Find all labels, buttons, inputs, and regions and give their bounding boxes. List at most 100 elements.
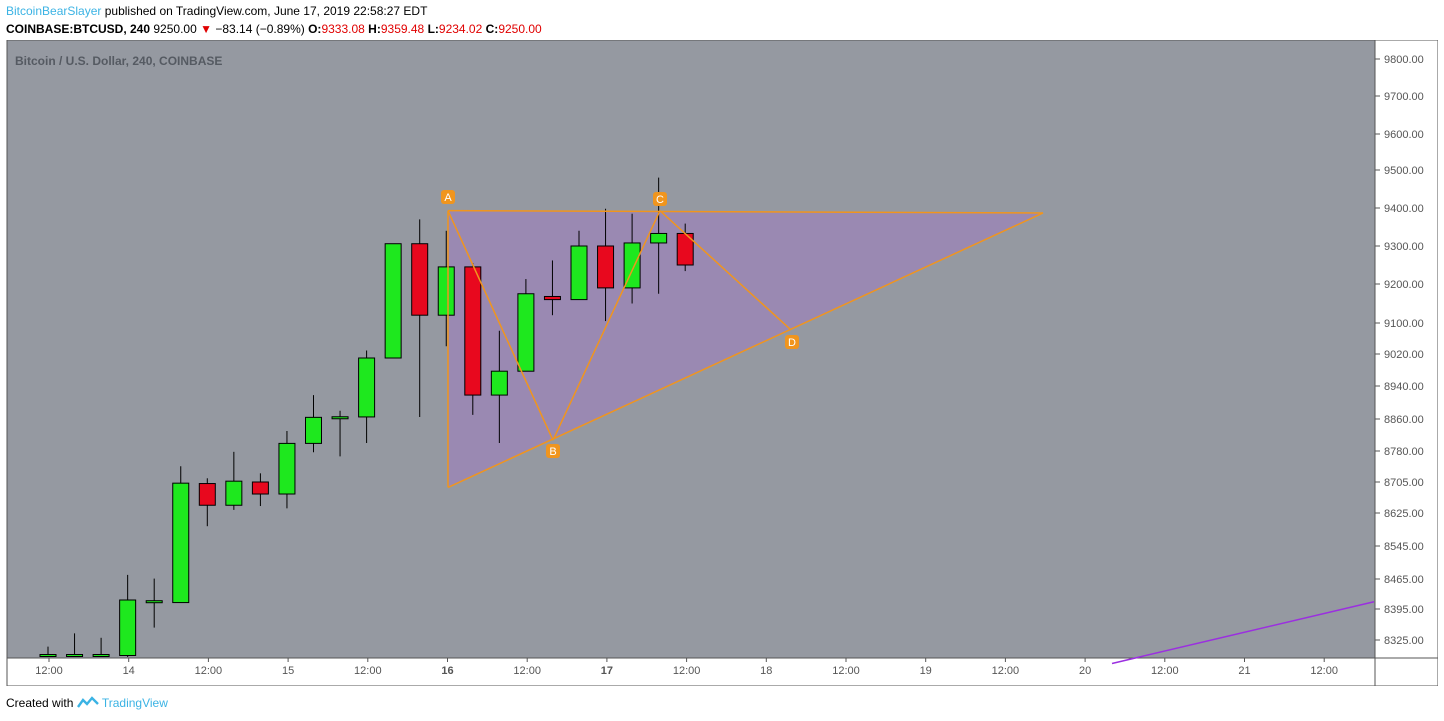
trend-line [1111, 600, 1375, 665]
time-tick-label: 14 [123, 665, 135, 677]
price-tick-label: 8705.00 [1384, 477, 1424, 489]
time-tick-label: 20 [1079, 665, 1091, 677]
low-label: L: [427, 22, 439, 36]
candle [358, 350, 376, 443]
price-tick-label: 8940.00 [1384, 381, 1424, 393]
candle [623, 213, 641, 304]
price-tick-label: 9020.00 [1384, 349, 1424, 361]
down-arrow-icon: ▼ [200, 22, 212, 36]
price-tick-label: 9600.00 [1384, 129, 1424, 141]
candle-body [278, 442, 296, 495]
price-tick-label: 8325.00 [1384, 635, 1424, 647]
time-tick-label: 16 [441, 665, 453, 677]
symbol-label: COINBASE:BTCUSD, 240 [6, 22, 151, 36]
candle-body [650, 232, 668, 244]
pattern-lower-line [447, 212, 1044, 489]
time-tick-label: 12:00 [195, 665, 223, 677]
label-badge [441, 190, 455, 204]
candle-body [172, 482, 190, 604]
open-value: 9333.08 [321, 22, 365, 36]
candle [172, 466, 190, 604]
candle-body [358, 357, 376, 418]
candle [251, 473, 269, 507]
price-change: −83.14 (−0.89%) [215, 22, 305, 36]
candle-body [305, 416, 322, 444]
candle [437, 230, 455, 347]
pattern-point-label: B [546, 444, 560, 458]
chart-border [6, 40, 1438, 686]
pattern-leg-bc [552, 210, 661, 441]
time-axis[interactable] [7, 658, 1375, 686]
price-tick-label: 9800.00 [1384, 54, 1424, 66]
time-tick-label: 12:00 [832, 665, 860, 677]
label-badge [653, 192, 667, 206]
low-value: 9234.02 [438, 22, 483, 36]
time-tick-label: 12:00 [354, 665, 382, 677]
candle [490, 330, 508, 443]
candle [543, 260, 561, 316]
time-tick-label: 12:00 [513, 665, 541, 677]
candle [66, 633, 84, 657]
price-tick-label: 8395.00 [1384, 604, 1424, 616]
candle [331, 410, 349, 457]
candle-body [570, 245, 588, 301]
price-chart[interactable]: Bitcoin / U.S. Dollar, 240, COINBASE A B C… [0, 40, 1438, 686]
pattern-upper-line [447, 209, 1044, 214]
label-text: B [549, 446, 556, 458]
created-with-text: Created with [6, 696, 74, 710]
price-tick-label: 9100.00 [1384, 318, 1424, 330]
tradingview-link[interactable]: TradingView [101, 696, 168, 710]
candle [570, 230, 588, 301]
high-value: 9359.48 [380, 22, 425, 36]
close-value: 9250.00 [498, 22, 542, 36]
candle-body [597, 245, 615, 289]
candle [119, 574, 137, 657]
tradingview-logo-icon [76, 696, 99, 708]
time-tick-label: 21 [1238, 665, 1250, 677]
time-tick-label: 15 [282, 665, 294, 677]
candle-body [411, 243, 429, 316]
candle [305, 395, 322, 453]
time-tick-label: 12:00 [673, 665, 701, 677]
time-tick-label: 12:00 [1310, 665, 1338, 677]
ohlc-legend: COINBASE:BTCUSD, 240 9250.00 ▼ −83.14 (−… [6, 22, 542, 36]
price-tick-label: 9700.00 [1384, 91, 1424, 103]
price-tick-label: 9200.00 [1384, 279, 1424, 291]
candle [39, 646, 57, 657]
candle-body [437, 266, 455, 316]
price-tick-label: 9400.00 [1384, 203, 1424, 215]
close-label: C: [485, 22, 499, 36]
price-tick-label: 9500.00 [1384, 165, 1424, 177]
label-text: A [444, 192, 452, 204]
candle [92, 637, 110, 657]
footer: Created with TradingView [6, 696, 168, 710]
candle-body [384, 243, 402, 359]
time-tick-label: 12:00 [1151, 665, 1179, 677]
candle-body [225, 480, 243, 506]
price-tick-label: 8465.00 [1384, 574, 1424, 586]
label-badge [546, 444, 560, 458]
pattern-point-label: C [653, 192, 667, 206]
label-badge [785, 335, 799, 349]
candle [278, 431, 296, 509]
candle [464, 263, 482, 415]
candle-body [464, 266, 482, 396]
price-axis[interactable] [1375, 40, 1438, 658]
last-price: 9250.00 [153, 22, 197, 36]
time-tick-label: 19 [920, 665, 932, 677]
candle [517, 279, 535, 372]
high-label: H: [368, 22, 381, 36]
price-tick-label: 8860.00 [1384, 414, 1424, 426]
price-tick-label: 8780.00 [1384, 446, 1424, 458]
candle-body [119, 599, 137, 656]
candle-body [623, 242, 641, 289]
open-label: O: [308, 22, 322, 36]
candle-body [251, 481, 269, 495]
candle-body [198, 483, 216, 506]
author-link[interactable]: BitcoinBearSlayer [6, 4, 102, 18]
publish-info: BitcoinBearSlayer published on TradingVi… [6, 4, 427, 18]
published-text: published on TradingView.com, June 17, 2… [104, 4, 428, 18]
candle-body [543, 295, 561, 301]
price-tick-label: 8625.00 [1384, 508, 1424, 520]
price-tick-label: 8545.00 [1384, 541, 1424, 553]
